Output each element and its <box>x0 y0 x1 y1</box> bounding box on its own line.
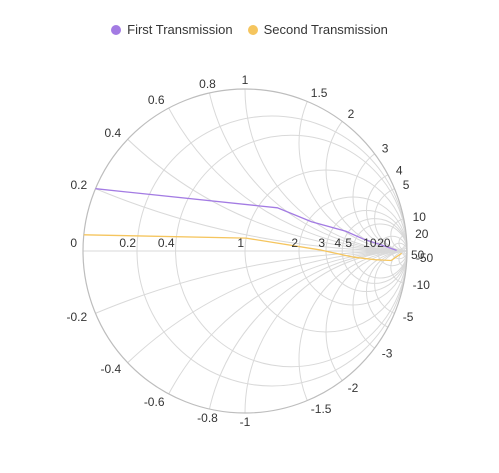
legend-item-first-transmission[interactable]: First Transmission <box>111 22 233 37</box>
reactance-arc <box>352 250 407 360</box>
reactance-tick-label: 1 <box>242 73 249 87</box>
reactance-tick-label: -0.2 <box>67 310 88 324</box>
reactance-tick-label: 0.4 <box>105 126 122 140</box>
resistance-tick-label: 0.2 <box>119 236 136 250</box>
reactance-tick-label: -5 <box>403 310 414 324</box>
reactance-tick-label: 2 <box>348 107 355 121</box>
reactance-tick-label: -0.6 <box>144 395 165 409</box>
chart-series <box>83 188 402 262</box>
reactance-arc <box>374 185 407 252</box>
reactance-arc <box>366 169 407 252</box>
reactance-arc <box>325 89 407 252</box>
reactance-arc <box>374 250 407 317</box>
reactance-arc <box>403 250 407 258</box>
resistance-tick-label: 0 <box>70 236 77 250</box>
reactance-tick-label: 0.8 <box>199 77 216 91</box>
reactance-arc <box>352 142 407 252</box>
legend-label-second: Second Transmission <box>263 22 388 37</box>
reactance-tick-label: 0.6 <box>148 93 165 107</box>
reactance-arc <box>325 250 407 413</box>
reactance-tick-label: 0.2 <box>71 178 88 192</box>
outer-circle <box>82 88 408 414</box>
resistance-tick-label: 10 <box>363 236 377 250</box>
resistance-tick-label: 20 <box>377 236 391 250</box>
reactance-tick-label: 10 <box>413 210 427 224</box>
resistance-tick-label: 1 <box>237 236 244 250</box>
reactance-tick-label: 20 <box>415 227 429 241</box>
reactance-tick-label: 5 <box>403 178 410 192</box>
reactance-tick-label: -50 <box>416 251 434 265</box>
reactance-tick-label: -0.8 <box>197 411 218 425</box>
legend-label-first: First Transmission <box>127 22 233 37</box>
reactance-arc <box>298 250 407 413</box>
resistance-tick-label: 5 <box>345 236 352 250</box>
resistance-tick-label: 50 <box>411 248 425 262</box>
legend-item-second-transmission[interactable]: Second Transmission <box>247 22 388 37</box>
series-line-1 <box>95 188 397 252</box>
legend: First Transmission Second Transmission <box>0 22 499 37</box>
reactance-arc <box>244 250 407 413</box>
reactance-arc <box>136 250 407 413</box>
reactance-tick-label: 3 <box>382 141 389 155</box>
reactance-tick-label: -1.5 <box>311 402 332 416</box>
resistance-tick-label: 2 <box>291 236 298 250</box>
reactance-arc <box>244 89 407 252</box>
reactance-tick-label: -1 <box>240 415 251 429</box>
reactance-tick-label: -3 <box>382 347 393 361</box>
reactance-tick-label: 1.5 <box>311 86 328 100</box>
reactance-arc <box>136 89 407 252</box>
reactance-arc <box>366 250 407 333</box>
resistance-tick-label: 4 <box>335 236 342 250</box>
legend-swatch-second <box>247 24 258 35</box>
reactance-arc <box>298 89 407 252</box>
series-line-2 <box>83 234 402 262</box>
reactance-tick-label: -2 <box>348 381 359 395</box>
resistance-tick-label: 3 <box>318 236 325 250</box>
reactance-tick-label: -10 <box>413 278 431 292</box>
reactance-tick-label: 4 <box>396 164 403 178</box>
reactance-arc <box>204 250 407 413</box>
legend-swatch-first <box>111 24 122 35</box>
reactance-tick-label: -0.4 <box>101 362 122 376</box>
resistance-tick-label: 0.4 <box>158 236 175 250</box>
reactance-arc <box>403 244 407 252</box>
